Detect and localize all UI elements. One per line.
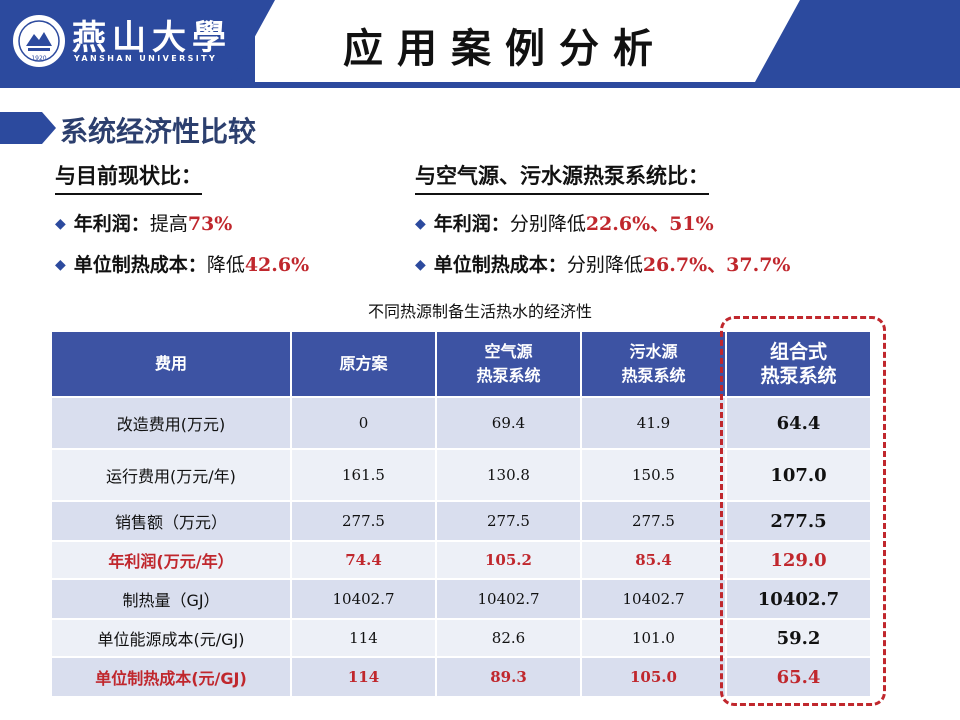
cell: 114 — [290, 618, 437, 658]
bullet-item: ◆ 单位制热成本： 降低 42.6% — [55, 250, 309, 277]
cell: 105.0 — [580, 656, 727, 698]
bullet-separator: ： — [130, 213, 150, 235]
university-logo-english: YANSHAN UNIVERSITY — [74, 54, 218, 63]
cell: 277.5 — [725, 500, 872, 542]
bullet-item: ◆ 单位制热成本： 分别降低 26.7%、37.7% — [415, 250, 791, 277]
section-arrow-icon — [0, 112, 56, 144]
bullet-label: 单位制热成本 — [433, 254, 548, 276]
cell: 150.5 — [580, 448, 727, 502]
table-row-highlight: 年利润(万元/年） 74.4 105.2 85.4 129.0 — [50, 540, 872, 580]
header-combined: 组合式 热泵系统 — [725, 330, 872, 398]
cell: 10402.7 — [580, 578, 727, 620]
bullet-value: 22.6%、51% — [585, 213, 714, 235]
bullet-value: 26.7%、37.7% — [642, 254, 791, 276]
bullet-text: 分别降低 — [509, 213, 586, 235]
table-row: 销售额（万元） 277.5 277.5 277.5 277.5 — [50, 500, 872, 542]
header-right-band — [800, 0, 960, 82]
header-sewage-source: 污水源 热泵系统 — [580, 330, 727, 398]
bullet-item: ◆ 年利润： 提高 73% — [55, 209, 309, 236]
bullet-value: 42.6% — [244, 254, 310, 276]
diamond-bullet-icon: ◆ — [415, 257, 426, 273]
table-row: 改造费用(万元) 0 69.4 41.9 64.4 — [50, 396, 872, 450]
cell: 0 — [290, 396, 437, 450]
bullet-label: 单位制热成本 — [73, 254, 188, 276]
row-label: 年利润(万元/年） — [50, 540, 292, 580]
row-label: 制热量（GJ） — [50, 578, 292, 620]
comparison-current-heading: 与目前现状比： — [55, 160, 202, 195]
header-cost: 费用 — [50, 330, 292, 398]
cell: 74.4 — [290, 540, 437, 580]
bullet-separator: ： — [547, 254, 567, 276]
bullet-text: 降低 — [206, 254, 245, 276]
header-left-slant — [230, 0, 275, 82]
university-seal-icon: 1920 — [11, 13, 67, 69]
table-row-highlight: 单位制热成本(元/GJ) 114 89.3 105.0 65.4 — [50, 656, 872, 698]
university-logo-chinese: 燕山大學 — [72, 18, 232, 58]
row-label: 改造费用(万元) — [50, 396, 292, 450]
section-title: 系统经济性比较 — [60, 115, 257, 148]
page-title: 应用案例分析 — [343, 26, 667, 72]
row-label: 单位制热成本(元/GJ) — [50, 656, 292, 698]
header-air-source: 空气源 热泵系统 — [435, 330, 582, 398]
table-title: 不同热源制备生活热水的经济性 — [367, 302, 592, 321]
diamond-bullet-icon: ◆ — [55, 216, 66, 232]
cell: 65.4 — [725, 656, 872, 698]
bullet-text: 提高 — [149, 213, 188, 235]
cell: 277.5 — [290, 500, 437, 542]
comparison-heat-pumps-heading: 与空气源、污水源热泵系统比： — [415, 160, 709, 195]
slide-header: 1920 燕山大學 YANSHAN UNIVERSITY 应用案例分析 — [0, 0, 960, 92]
cell: 69.4 — [435, 396, 582, 450]
header-right-slant — [755, 0, 800, 82]
cell: 89.3 — [435, 656, 582, 698]
cell: 101.0 — [580, 618, 727, 658]
cell: 129.0 — [725, 540, 872, 580]
header-original: 原方案 — [290, 330, 437, 398]
economics-table: 费用 原方案 空气源 热泵系统 污水源 热泵系统 组合式 热泵系统 改造费用(万元) … — [50, 330, 872, 698]
table-header-row: 费用 原方案 空气源 热泵系统 污水源 热泵系统 组合式 热泵系统 — [50, 330, 872, 398]
diamond-bullet-icon: ◆ — [55, 257, 66, 273]
bullet-item: ◆ 年利润： 分别降低 22.6%、51% — [415, 209, 791, 236]
cell: 277.5 — [580, 500, 727, 542]
table-row: 制热量（GJ） 10402.7 10402.7 10402.7 10402.7 — [50, 578, 872, 620]
cell: 85.4 — [580, 540, 727, 580]
row-label: 单位能源成本(元/GJ) — [50, 618, 292, 658]
header-underline — [0, 82, 960, 88]
cell: 59.2 — [725, 618, 872, 658]
cell: 10402.7 — [290, 578, 437, 620]
cell: 161.5 — [290, 448, 437, 502]
combined-column-highlight-box — [720, 316, 886, 706]
comparison-heat-pumps: 与空气源、污水源热泵系统比： ◆ 年利润： 分别降低 22.6%、51% ◆ 单… — [415, 160, 791, 277]
cell: 64.4 — [725, 396, 872, 450]
cell: 82.6 — [435, 618, 582, 658]
bullet-value: 73% — [187, 213, 233, 235]
cell: 107.0 — [725, 448, 872, 502]
comparison-current: 与目前现状比： ◆ 年利润： 提高 73% ◆ 单位制热成本： 降低 42.6% — [55, 160, 309, 277]
cell: 130.8 — [435, 448, 582, 502]
diamond-bullet-icon: ◆ — [415, 216, 426, 232]
row-label: 销售额（万元） — [50, 500, 292, 542]
row-label: 运行费用(万元/年) — [50, 448, 292, 502]
cell: 105.2 — [435, 540, 582, 580]
bullet-separator: ： — [187, 254, 207, 276]
bullet-label: 年利润 — [433, 213, 491, 235]
cell: 10402.7 — [725, 578, 872, 620]
cell: 41.9 — [580, 396, 727, 450]
bullet-text: 分别降低 — [566, 254, 643, 276]
cell: 10402.7 — [435, 578, 582, 620]
table-row: 单位能源成本(元/GJ) 114 82.6 101.0 59.2 — [50, 618, 872, 658]
cell: 277.5 — [435, 500, 582, 542]
seal-year: 1920 — [31, 55, 46, 62]
cell: 114 — [290, 656, 437, 698]
bullet-label: 年利润 — [73, 213, 131, 235]
bullet-separator: ： — [490, 213, 510, 235]
table-row: 运行费用(万元/年) 161.5 130.8 150.5 107.0 — [50, 448, 872, 502]
